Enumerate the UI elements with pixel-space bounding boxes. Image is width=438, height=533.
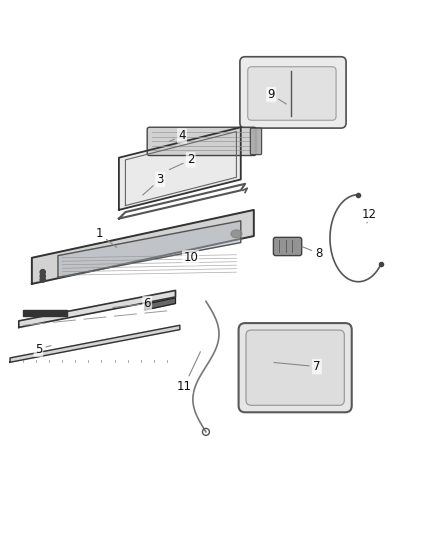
FancyBboxPatch shape bbox=[239, 323, 352, 413]
FancyBboxPatch shape bbox=[251, 128, 261, 155]
Text: 3: 3 bbox=[143, 173, 164, 195]
Text: 11: 11 bbox=[177, 352, 201, 393]
Text: 12: 12 bbox=[362, 208, 377, 223]
Text: 7: 7 bbox=[274, 360, 321, 373]
Text: 5: 5 bbox=[35, 343, 51, 356]
Polygon shape bbox=[119, 127, 241, 210]
Circle shape bbox=[40, 273, 46, 279]
FancyBboxPatch shape bbox=[248, 67, 336, 120]
Text: 2: 2 bbox=[170, 154, 194, 169]
Polygon shape bbox=[19, 290, 176, 327]
Text: 6: 6 bbox=[113, 297, 151, 310]
Polygon shape bbox=[32, 210, 254, 284]
Text: 1: 1 bbox=[95, 228, 117, 247]
Text: 9: 9 bbox=[268, 88, 286, 104]
Circle shape bbox=[40, 270, 46, 275]
Text: 8: 8 bbox=[302, 247, 323, 260]
Ellipse shape bbox=[231, 230, 242, 238]
Polygon shape bbox=[10, 325, 180, 362]
Text: 4: 4 bbox=[170, 130, 186, 142]
FancyBboxPatch shape bbox=[240, 56, 346, 128]
Bar bbox=[23, 310, 67, 316]
Polygon shape bbox=[58, 221, 241, 277]
Circle shape bbox=[40, 277, 46, 282]
FancyBboxPatch shape bbox=[246, 330, 344, 405]
Polygon shape bbox=[145, 298, 176, 310]
Text: 10: 10 bbox=[183, 251, 198, 264]
FancyBboxPatch shape bbox=[147, 127, 256, 156]
FancyBboxPatch shape bbox=[273, 237, 302, 256]
